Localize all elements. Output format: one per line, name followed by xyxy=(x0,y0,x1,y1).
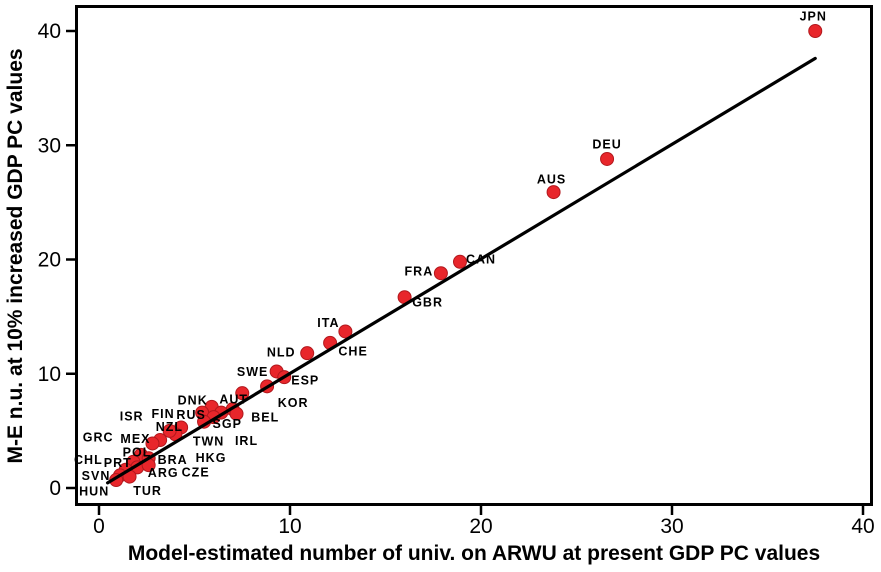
label-IRL: IRL xyxy=(235,434,258,448)
label-NZL: NZL xyxy=(156,420,183,434)
x-tick-label: 10 xyxy=(278,515,301,538)
label-TWN: TWN xyxy=(193,435,224,449)
point-FRA xyxy=(433,266,448,281)
label-DEU: DEU xyxy=(592,137,621,151)
label-CAN: CAN xyxy=(466,252,496,266)
trend-line-layer xyxy=(105,56,817,485)
x-axis-ticks: 0 10 20 30 40 xyxy=(93,506,875,538)
label-GBR: GBR xyxy=(412,296,443,310)
label-PRT: PRT xyxy=(104,456,132,470)
plot-frame xyxy=(75,5,873,506)
y-tick-label: 0 xyxy=(49,477,61,500)
label-HKG: HKG xyxy=(196,451,227,465)
label-ISR: ISR xyxy=(120,409,144,423)
point-ISR xyxy=(162,423,177,438)
y-tick-label: 20 xyxy=(38,249,61,272)
label-TUR: TUR xyxy=(133,484,162,498)
label-ESP: ESP xyxy=(291,374,319,388)
y-tick-label: 40 xyxy=(38,20,61,43)
point-BEL xyxy=(235,386,250,401)
label-GRC: GRC xyxy=(83,431,114,445)
point-CAN xyxy=(452,254,467,269)
trend-line xyxy=(105,56,817,485)
point-DEU xyxy=(600,151,615,166)
x-tick-label: 0 xyxy=(93,515,105,538)
label-CZE: CZE xyxy=(182,466,210,480)
label-CHE: CHE xyxy=(338,344,367,358)
label-NLD: NLD xyxy=(267,346,296,360)
y-tick-label: 10 xyxy=(38,363,61,386)
label-CHL: CHL xyxy=(74,453,103,467)
label-HUN: HUN xyxy=(79,485,109,499)
label-RUS: RUS xyxy=(176,408,205,422)
label-FIN: FIN xyxy=(152,407,175,421)
y-axis-ticks: 0 10 20 30 40 xyxy=(38,20,75,500)
label-AUS: AUS xyxy=(537,173,566,187)
label-SVN: SVN xyxy=(82,469,111,483)
label-FRA: FRA xyxy=(405,265,434,279)
label-BRA: BRA xyxy=(158,453,188,467)
point-MEX xyxy=(145,436,160,451)
label-DNK: DNK xyxy=(178,393,208,407)
label-ARG: ARG xyxy=(148,466,179,480)
x-tick-label: 20 xyxy=(469,515,492,538)
x-tick-label: 30 xyxy=(660,515,683,538)
point-JPN xyxy=(808,24,823,38)
y-tick-label: 30 xyxy=(38,134,61,157)
label-SWE: SWE xyxy=(237,365,268,379)
point-AUS xyxy=(546,185,561,200)
x-tick-label: 40 xyxy=(851,515,874,538)
point-NLD xyxy=(300,346,315,361)
y-axis-title: M-E n.u. at 10% increased GDP PC values xyxy=(4,48,27,463)
label-KOR: KOR xyxy=(278,396,309,410)
label-JPN: JPN xyxy=(800,10,827,24)
label-SGP: SGP xyxy=(213,417,242,431)
label-POL: POL xyxy=(123,445,152,459)
label-ITA: ITA xyxy=(317,316,339,330)
label-AUT: AUT xyxy=(219,393,248,407)
label-BEL: BEL xyxy=(251,411,279,425)
point-ITA xyxy=(338,324,353,339)
country-labels: JPNDEUAUSCANFRAGBRITACHENLDSWEESPKORBELA… xyxy=(74,10,827,499)
x-axis-title: Model-estimated number of univ. on ARWU … xyxy=(128,542,820,565)
label-MEX: MEX xyxy=(120,432,150,446)
